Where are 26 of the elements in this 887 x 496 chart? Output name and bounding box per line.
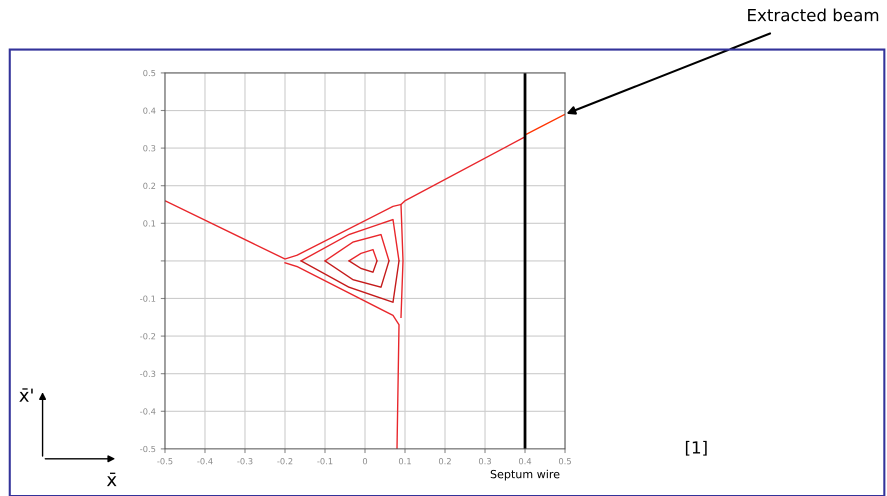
- ref-line-label: Septum wire: [490, 470, 560, 480]
- y-tick-label: 0.2: [143, 182, 156, 189]
- text: [1]: [686, 440, 707, 456]
- x-tick-label: 0.5: [558, 458, 571, 464]
- x-tick-label: -0.4: [197, 458, 213, 464]
- x-tick-label: 0.4: [518, 458, 532, 464]
- y-tick-label: -0.4: [140, 408, 156, 415]
- x-tick-label: -0.2: [277, 458, 292, 464]
- y-tick-label: 0.5: [143, 70, 156, 76]
- x-tick-label: 0: [362, 458, 368, 464]
- text: x̄: [106, 472, 117, 486]
- y-tick-label: -0.1: [140, 295, 156, 302]
- x-tick-label: 0.2: [438, 458, 451, 464]
- y-tick-label: -0.3: [140, 370, 156, 377]
- y-tick-label: 0.3: [143, 145, 156, 152]
- x-tick-label: 0.3: [478, 458, 491, 464]
- x-tick-label: -0.3: [237, 458, 252, 464]
- x-tick-label: -0.1: [317, 458, 332, 464]
- y-tick-label: 0.1: [143, 220, 156, 227]
- annotation: Extracted beam: [748, 8, 878, 22]
- x-tick-label: -0.5: [157, 458, 172, 464]
- text: x̄': [19, 388, 33, 402]
- y-tick-label: 0.4: [143, 107, 156, 114]
- y-tick-label: -0.5: [140, 446, 156, 452]
- x-tick-label: 0.1: [398, 458, 411, 464]
- y-tick-label: -0.2: [140, 333, 156, 340]
